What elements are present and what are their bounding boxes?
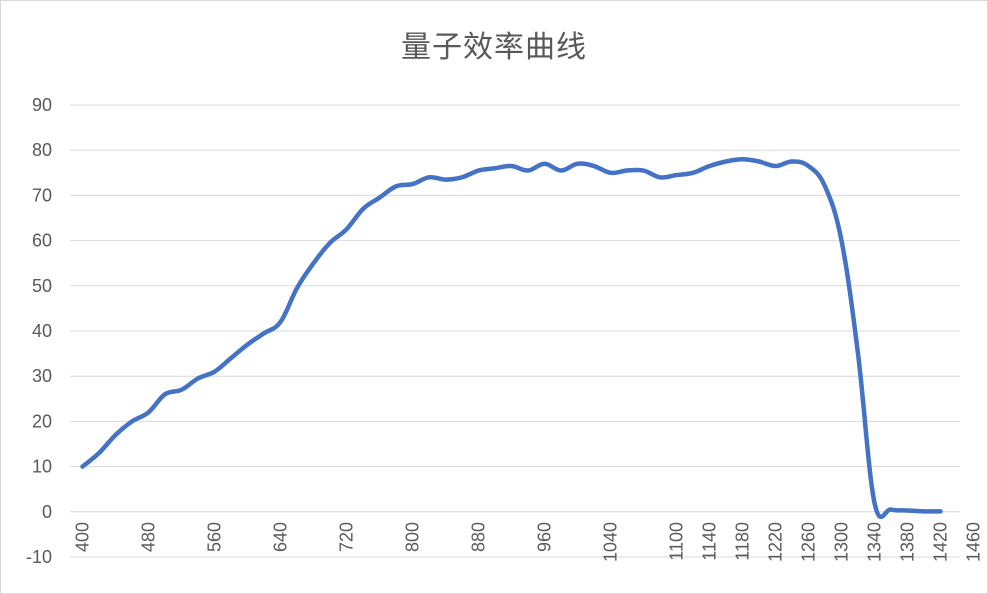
x-tick-label: 1340	[865, 522, 885, 562]
y-tick-label: 10	[32, 457, 52, 477]
y-axis-ticks: -10 0 10 20 30 40 50 60 70 80 90	[26, 95, 52, 567]
x-tick-label: 1420	[931, 522, 951, 562]
y-tick-label: 50	[32, 276, 52, 296]
x-tick-label: 480	[139, 522, 159, 552]
x-tick-label: 1180	[733, 522, 753, 561]
y-tick-label: 60	[32, 231, 52, 251]
gridlines	[70, 104, 960, 558]
x-axis-ticks: 400 480 560 640 720 800 880 960 1040 1100 1140 1180…	[73, 522, 984, 562]
x-tick-label: 1460	[964, 522, 984, 562]
y-tick-label: -10	[26, 547, 52, 567]
series-line-0	[80, 156, 943, 520]
x-tick-label: 800	[403, 522, 423, 552]
y-tick-label: 20	[32, 411, 52, 431]
y-tick-label: 70	[32, 185, 52, 205]
series-layer	[80, 156, 943, 520]
x-tick-label: 1300	[832, 522, 852, 562]
x-tick-label: 960	[535, 522, 555, 552]
y-tick-label: 80	[32, 140, 52, 160]
x-tick-label: 400	[73, 522, 93, 552]
x-tick-label: 640	[271, 522, 291, 552]
x-tick-label: 1100	[667, 522, 687, 561]
y-tick-label: 40	[32, 321, 52, 341]
x-tick-label: 560	[205, 522, 225, 552]
chart-title: 量子效率曲线	[401, 30, 587, 65]
x-tick-label: 1040	[601, 522, 621, 562]
y-tick-label: 30	[32, 366, 52, 386]
y-tick-label: 90	[32, 95, 52, 115]
x-tick-label: 720	[337, 522, 357, 552]
x-tick-label: 880	[469, 522, 489, 552]
x-tick-label: 1140	[700, 522, 720, 561]
x-tick-label: 1260	[799, 522, 819, 562]
y-tick-label: 0	[42, 502, 52, 522]
x-tick-label: 1220	[766, 522, 786, 562]
x-tick-label: 1380	[898, 522, 918, 562]
